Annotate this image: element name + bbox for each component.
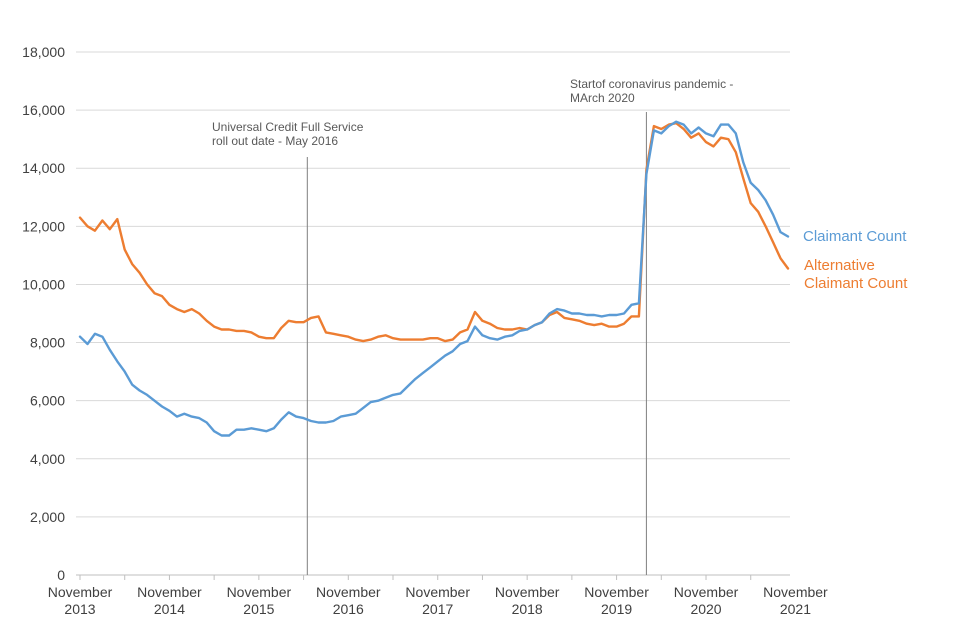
legend-label: Alternative: [804, 257, 875, 274]
x-tick-label-year: 2021: [780, 601, 811, 617]
annotation-text: Universal Credit Full Service: [212, 120, 364, 134]
x-tick-label-year: 2013: [64, 601, 95, 617]
annotation-text: Startof coronavirus pandemic -: [570, 77, 733, 91]
x-tick-label-month: November: [48, 584, 113, 600]
x-tick-label-year: 2015: [243, 601, 274, 617]
x-tick-label-year: 2017: [422, 601, 453, 617]
x-tick-label-month: November: [405, 584, 470, 600]
y-tick-label: 10,000: [22, 276, 65, 292]
x-axis: November2013November2014November2015Nove…: [48, 575, 828, 617]
series-line-claimant-count: [78, 120, 790, 437]
y-tick-label: 8,000: [30, 335, 65, 351]
legend-label: Claimant Count: [803, 228, 907, 245]
y-axis-tick-labels: 0 2,000 4,000 6,000 8,000 10,000 12,000 14,000 1…: [22, 44, 65, 583]
y-tick-label: 4,000: [30, 451, 65, 467]
x-tick-label-month: November: [316, 584, 381, 600]
x-tick-label-month: November: [495, 584, 560, 600]
gridlines: [76, 51, 790, 576]
x-tick-label-month: November: [763, 584, 828, 600]
x-tick-label-year: 2018: [512, 601, 543, 617]
x-tick-label-year: 2016: [333, 601, 364, 617]
y-tick-label: 2,000: [30, 509, 65, 525]
legend-label: Claimant Count: [804, 275, 908, 292]
x-tick-label-month: November: [137, 584, 202, 600]
y-tick-label: 16,000: [22, 102, 65, 118]
x-tick-label-year: 2014: [154, 601, 185, 617]
annotation-text: roll out date - May 2016: [212, 134, 338, 148]
y-tick-label: 6,000: [30, 393, 65, 409]
y-tick-label: 0: [57, 567, 65, 583]
series-line-alternative-claimant-count: [78, 121, 790, 343]
y-tick-label: 14,000: [22, 160, 65, 176]
x-tick-label-year: 2019: [601, 601, 632, 617]
y-tick-label: 12,000: [22, 218, 65, 234]
series-lines: [78, 120, 790, 437]
x-tick-label-month: November: [227, 584, 292, 600]
x-tick-label-month: November: [674, 584, 739, 600]
x-tick-label-month: November: [584, 584, 649, 600]
y-tick-label: 18,000: [22, 44, 65, 60]
annotation-text: MArch 2020: [570, 91, 635, 105]
x-tick-label-year: 2020: [690, 601, 721, 617]
